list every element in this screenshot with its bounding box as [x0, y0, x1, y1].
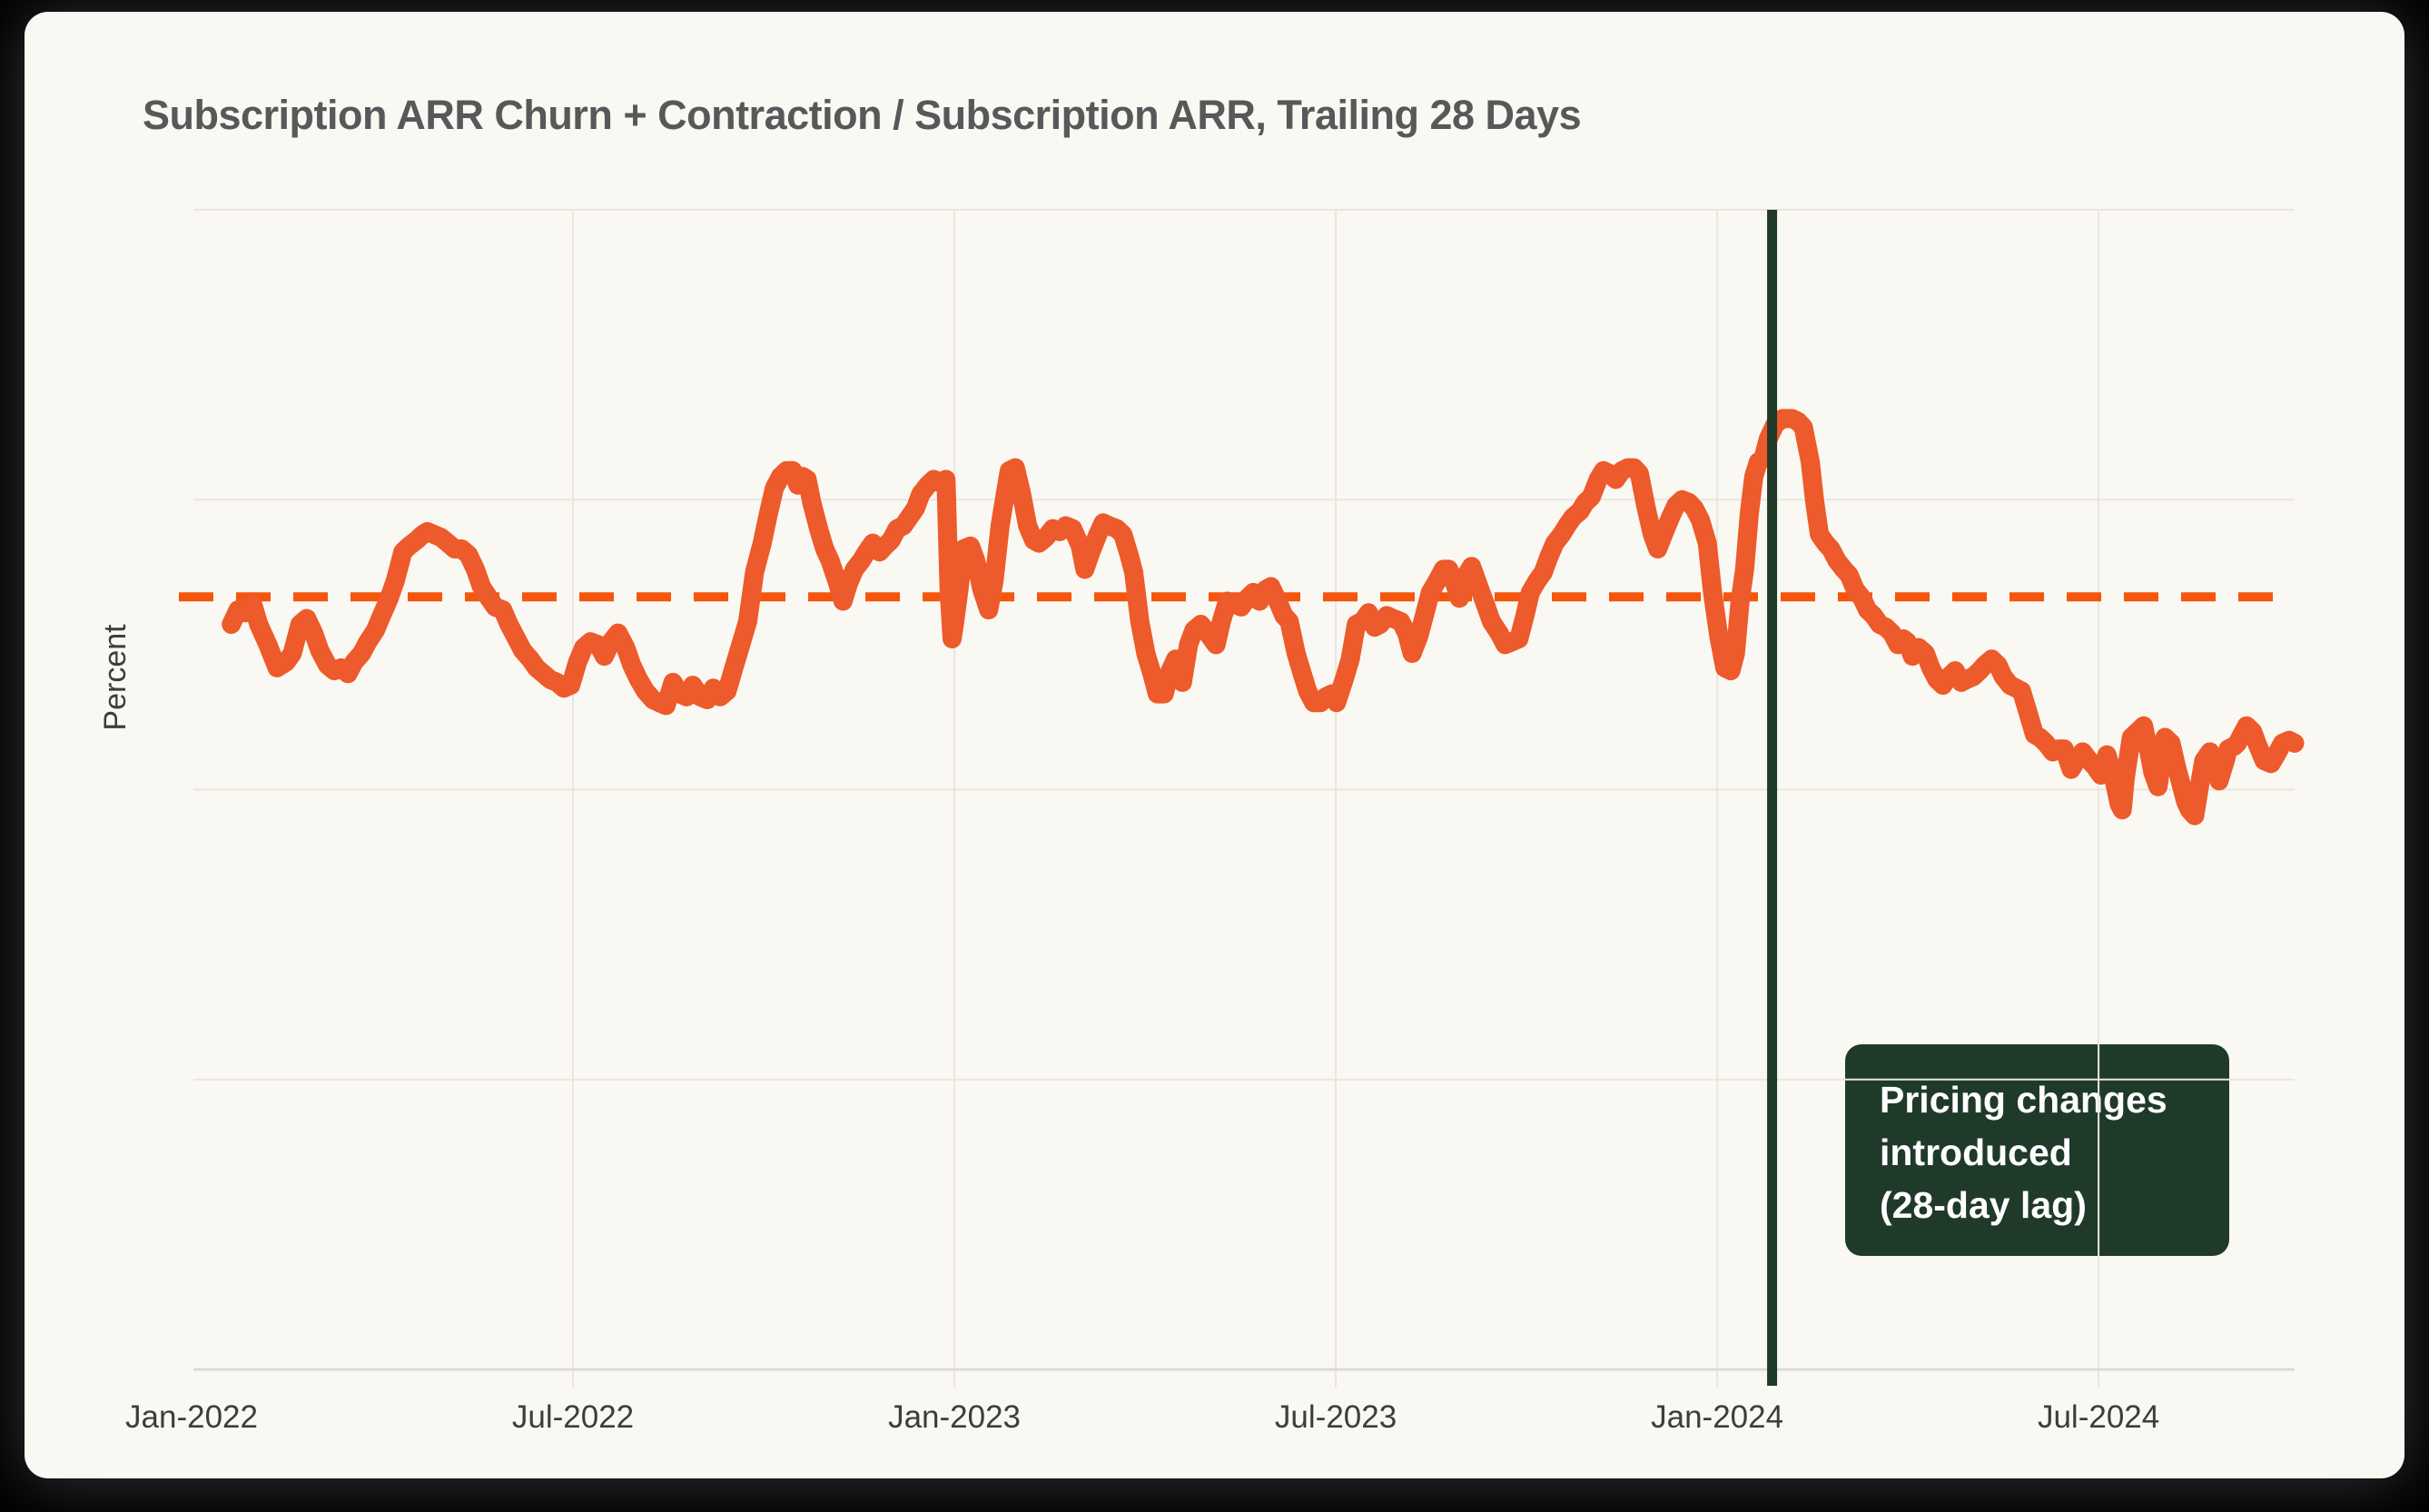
x-tick-label: Jul-2022 [512, 1399, 634, 1435]
x-tick-label: Jan-2024 [1651, 1399, 1783, 1435]
x-tick-label: Jul-2023 [1275, 1399, 1397, 1435]
churn-rate-series-line [222, 409, 2305, 825]
chart-card: Subscription ARR Churn + Contraction / S… [25, 12, 2404, 1478]
annotation-line-3: (28-day lag) [1880, 1184, 2087, 1227]
x-tick-label: Jan-2022 [125, 1399, 258, 1435]
y-axis-label: Percent [98, 624, 133, 731]
chart-title: Subscription ARR Churn + Contraction / S… [143, 92, 1582, 138]
x-tick-label: Jul-2024 [2038, 1399, 2159, 1435]
annotation-line-1: Pricing changes [1880, 1079, 2167, 1121]
annotation-line-2: introduced [1880, 1132, 2072, 1174]
x-tick-label: Jan-2023 [888, 1399, 1021, 1435]
